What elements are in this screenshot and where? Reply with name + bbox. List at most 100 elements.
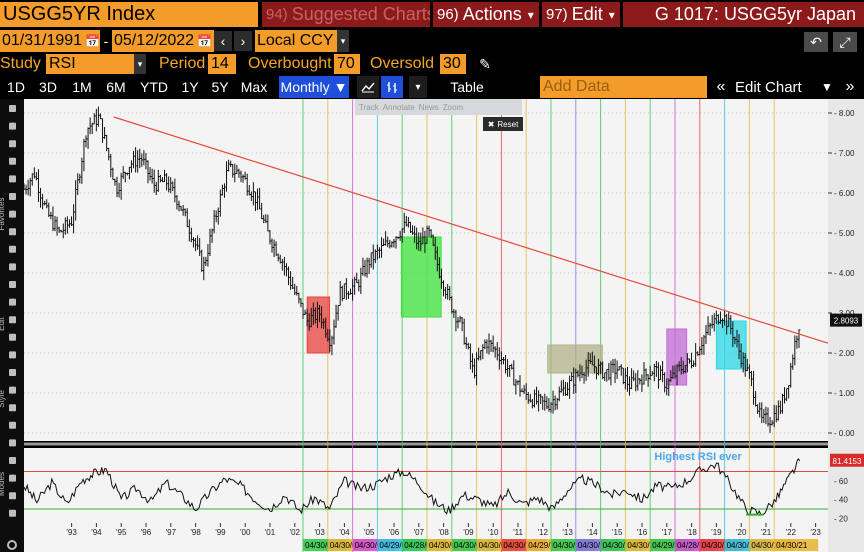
next-period-button[interactable]: ›: [234, 31, 252, 51]
rsi-axis-label: - 20: [834, 514, 848, 523]
collapse-left-icon[interactable]: «: [716, 78, 726, 95]
toolbar-copy-icon: [9, 439, 16, 447]
date-separator: -: [103, 33, 109, 49]
period-input[interactable]: 14: [208, 54, 236, 74]
start-date-value: 01/31/1991: [2, 32, 83, 49]
x-axis-label: '19: [711, 528, 722, 537]
x-axis-label: '14: [587, 528, 598, 537]
frequency-select[interactable]: Monthly ▼: [279, 76, 349, 98]
toolbar-ruler-icon: [9, 175, 16, 183]
rsi-value-badge: [830, 453, 864, 467]
x-axis-label: '21: [761, 528, 772, 537]
y-axis-label: - 3.00: [834, 309, 855, 318]
oversold-input[interactable]: 30: [440, 54, 466, 74]
edit-chart-button[interactable]: Edit Chart: [735, 76, 817, 98]
undo-icon[interactable]: ↶: [804, 32, 828, 52]
frequency-value: Monthly: [280, 79, 330, 95]
track-tool[interactable]: Track: [359, 102, 379, 112]
toolbar-pointer-icon: [9, 122, 16, 130]
x-axis-label: '99: [215, 528, 226, 537]
chart-area[interactable]: Favorites Edit Style Modes - 8.00 - 7.00 - 6.0…: [0, 99, 864, 552]
toolbar-pencil-icon: [9, 492, 16, 500]
toolbar-refresh-icon: [9, 421, 16, 429]
line-chart-icon[interactable]: [357, 76, 379, 98]
calendar-icon[interactable]: 📅: [85, 34, 100, 48]
timeframe-3d[interactable]: 3D: [39, 79, 57, 95]
event-date-label: 04/30/04: [355, 541, 387, 550]
chart-type-dropdown-icon[interactable]: ▾: [409, 76, 427, 98]
timeframe-max[interactable]: Max: [240, 79, 268, 95]
event-date-label: 04/29/16: [652, 541, 684, 550]
reset-button[interactable]: ✖ Reset: [483, 117, 523, 131]
study-select[interactable]: RSI ▾: [46, 54, 146, 74]
event-date-label: 04/28/06: [404, 541, 436, 550]
header-bar: USGG5YR Index 94) Suggested Charts 96) A…: [0, 0, 864, 28]
event-date-label: 04/30/10: [503, 541, 535, 550]
actions-menu[interactable]: 96) Actions ▾: [433, 2, 539, 27]
news-tool[interactable]: News: [418, 102, 439, 112]
annotate-tool[interactable]: Annotate: [382, 102, 415, 112]
currency-select[interactable]: Local CCY ▾: [255, 30, 349, 52]
bar-chart-icon[interactable]: [381, 76, 403, 98]
start-date-field[interactable]: 01/31/1991 📅: [0, 30, 100, 52]
gear-icon: [7, 540, 17, 550]
event-date-label: 04/30/12: [553, 541, 585, 550]
calendar-icon[interactable]: 📅: [197, 34, 213, 48]
toolbar-crop-icon: [9, 210, 16, 218]
event-date-label: 04/30/03: [330, 541, 362, 550]
table-button[interactable]: Table: [450, 79, 484, 95]
zoom-reset-icon[interactable]: ⤢: [833, 32, 857, 52]
timeframe-5y[interactable]: 5Y: [211, 79, 229, 95]
last-price-label: 2.8093: [834, 317, 859, 326]
x-axis-label: '07: [414, 528, 425, 537]
currency-value: Local CCY: [257, 32, 334, 49]
chevron-down-icon[interactable]: ▼: [821, 80, 833, 94]
add-data-input[interactable]: Add Data: [540, 76, 707, 98]
x-axis-label: '15: [612, 528, 623, 537]
overbought-input[interactable]: 70: [334, 54, 360, 74]
suggested-charts-label: Suggested Charts: [291, 4, 430, 24]
x-axis-label: '02: [290, 528, 301, 537]
timeframe-ytd[interactable]: YTD: [140, 79, 168, 95]
expand-right-icon[interactable]: »: [845, 78, 855, 95]
event-date-tag: [774, 539, 819, 551]
toolbar-text-icon: [9, 281, 16, 288]
event-date-label: 04/30/15: [627, 541, 659, 550]
x-axis-label: '22: [786, 528, 797, 537]
x-axis-label: '12: [538, 528, 549, 537]
chevron-down-icon: ▾: [608, 7, 615, 22]
toolbar-node-icon: [9, 386, 16, 394]
y-axis-label: - 8.00: [834, 109, 855, 118]
price-chart-svg[interactable]: Favorites Edit Style Modes - 8.00 - 7.00 - 6.0…: [0, 99, 864, 552]
event-date-label: 04/30/18: [702, 541, 734, 550]
actions-label: Actions: [462, 4, 522, 24]
event-date-label: 04/30/08: [454, 541, 486, 550]
rsi-axis-label: - 40: [834, 496, 848, 505]
timeframe-1y[interactable]: 1Y: [181, 79, 199, 95]
x-axis-label: '09: [463, 528, 474, 537]
event-date-label: 04/30/09: [479, 541, 511, 550]
pencil-icon[interactable]: ✎: [479, 55, 491, 72]
timeframe-1d[interactable]: 1D: [7, 79, 25, 95]
prev-period-button[interactable]: ‹: [214, 31, 232, 51]
end-date-field[interactable]: 05/12/2022 📅: [112, 30, 214, 52]
x-axis-label: '93: [66, 528, 77, 537]
x-axis-label: '13: [562, 528, 573, 537]
suggested-charts-menu[interactable]: 94) Suggested Charts: [262, 2, 430, 27]
x-axis-label: '97: [166, 528, 177, 537]
timeframe-1m[interactable]: 1M: [72, 79, 92, 95]
x-axis-label: '94: [91, 528, 102, 537]
zoom-tool[interactable]: Zoom: [442, 102, 464, 112]
toolbar-fib-icon: [9, 263, 16, 271]
toolbar-cursor-icon: [9, 351, 16, 359]
timeframe-6m[interactable]: 6M: [106, 79, 126, 95]
chart-toolbox: Track Annotate News Zoom: [355, 99, 522, 115]
edit-chart-label: Edit Chart: [735, 78, 802, 96]
overbought-label: Overbought: [248, 55, 332, 72]
x-axis-label: '10: [488, 528, 499, 537]
edit-menu[interactable]: 97) Edit ▾: [542, 2, 620, 27]
ticker-field[interactable]: USGG5YR Index: [0, 2, 258, 27]
side-label-modes: Modes: [0, 472, 6, 496]
toolbar-brush-icon: [9, 228, 16, 236]
x-axis-label: '95: [116, 528, 127, 537]
